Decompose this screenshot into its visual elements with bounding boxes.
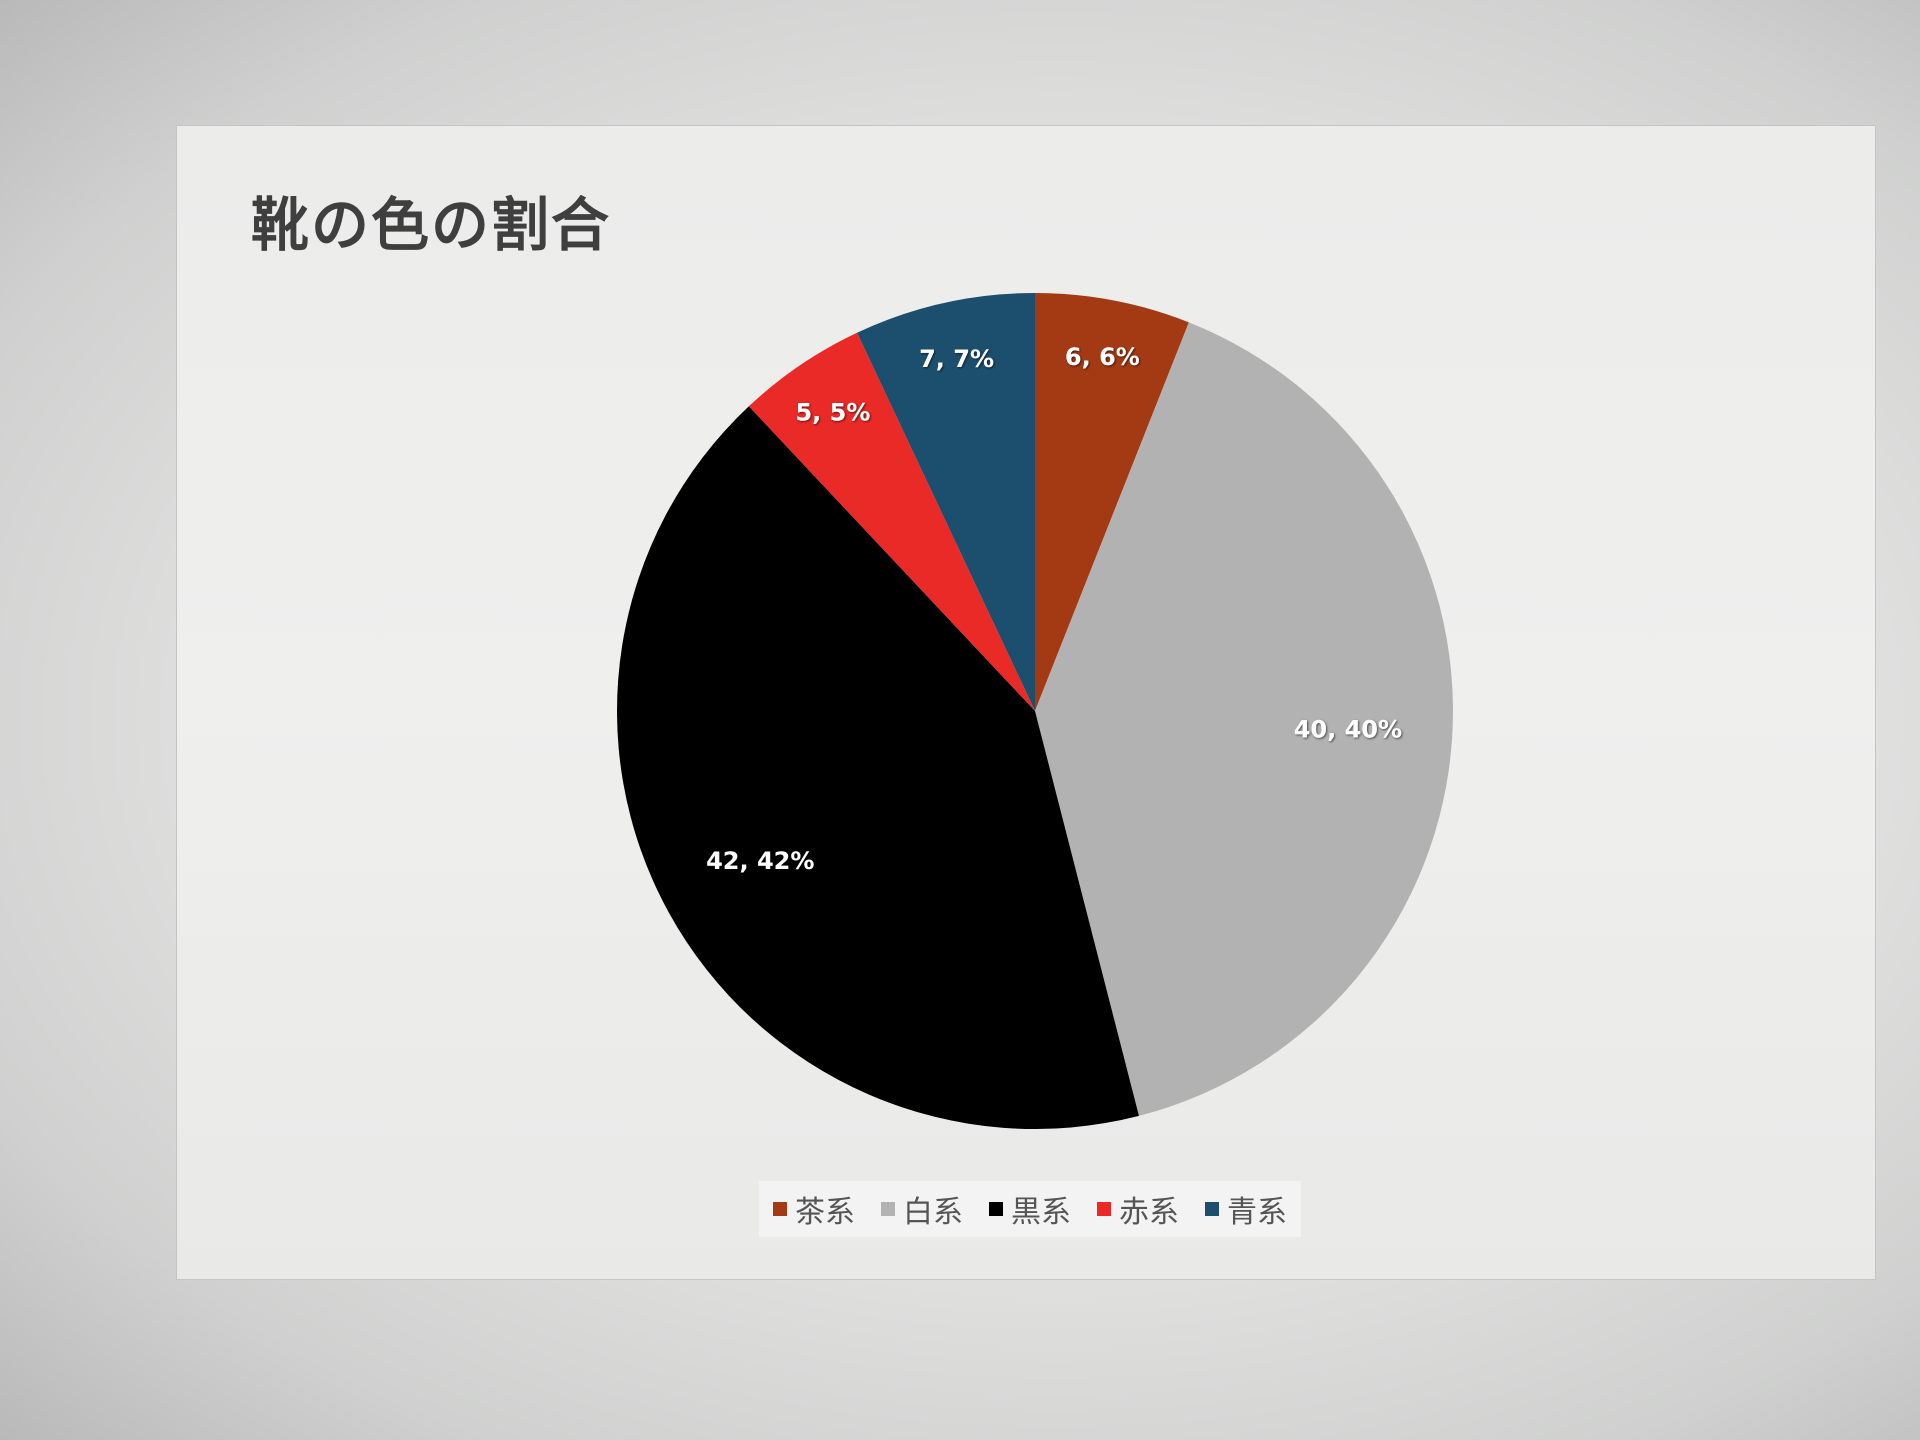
legend-label-1: 白系 [903,1195,963,1230]
pie-slice-0 [1035,293,1189,711]
legend-label-2: 黒系 [1011,1195,1071,1230]
legend-item-0: 茶系 [773,1187,855,1231]
legend-label-4: 青系 [1227,1195,1287,1230]
legend-item-1: 白系 [881,1187,963,1231]
slice-data-label-1: 40, 40% [1294,716,1402,744]
slice-data-label-4: 7, 7% [919,345,994,373]
legend-swatch-2 [989,1202,1003,1216]
slice-data-label-2: 42, 42% [706,847,814,875]
legend-swatch-4 [1205,1202,1219,1216]
legend-swatch-1 [881,1202,895,1216]
chart-title: 靴の色の割合 [251,191,612,259]
legend-item-2: 黒系 [989,1187,1071,1231]
legend: 茶系 白系 黒系 赤系 青系 [759,1181,1301,1237]
pie-slice-2 [617,406,1139,1129]
legend-swatch-0 [773,1202,787,1216]
pie-chart: 6, 6% 40, 40% 42, 42% 5, 5% 7, 7% [617,293,1453,1129]
legend-item-4: 青系 [1205,1187,1287,1231]
pie-slice-1 [1035,322,1453,1116]
pie-slice-4 [857,293,1035,711]
legend-label-0: 茶系 [795,1195,855,1230]
slice-data-label-0: 6, 6% [1065,343,1140,371]
legend-item-3: 赤系 [1097,1187,1179,1231]
chart-panel: 靴の色の割合 6, 6% 40, 40% 42, 42% 5, 5% 7, 7% 茶系 白… [176,125,1876,1280]
pie-slice-3 [748,332,1035,711]
legend-label-3: 赤系 [1119,1195,1179,1230]
legend-swatch-3 [1097,1202,1111,1216]
slice-data-label-3: 5, 5% [795,399,870,427]
